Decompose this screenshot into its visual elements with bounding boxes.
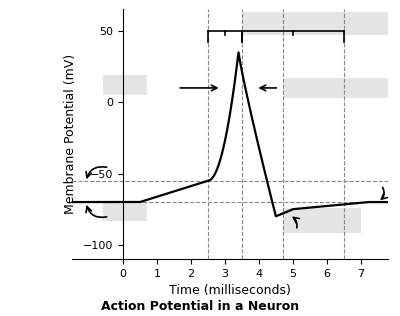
X-axis label: Time (milliseconds): Time (milliseconds) <box>169 284 291 297</box>
Y-axis label: Membrane Potential (mV): Membrane Potential (mV) <box>64 54 77 214</box>
Bar <box>102 75 147 95</box>
Bar <box>283 208 361 234</box>
Bar <box>283 78 388 98</box>
Bar <box>102 202 147 221</box>
Bar <box>242 12 388 35</box>
Text: Action Potential in a Neuron: Action Potential in a Neuron <box>101 300 299 313</box>
